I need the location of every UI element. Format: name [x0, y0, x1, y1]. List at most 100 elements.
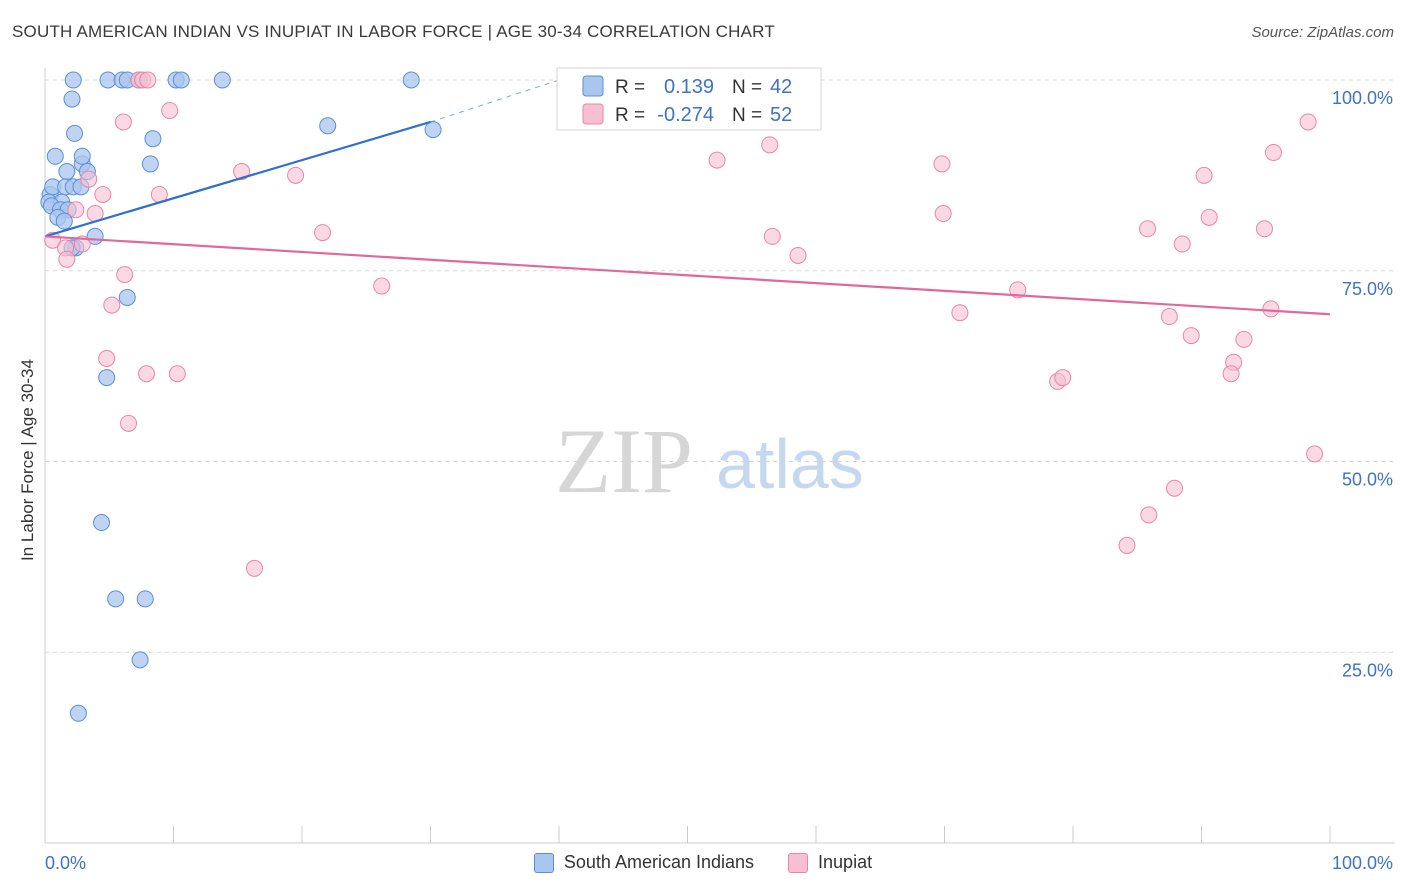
data-point-pink — [1182, 327, 1200, 345]
series-legend: South American Indians Inupiat — [0, 852, 1406, 873]
data-point-pink — [933, 155, 951, 173]
data-point-pink — [373, 277, 391, 295]
data-point-blue — [402, 71, 420, 89]
data-point-pink — [233, 163, 251, 181]
data-point-blue — [64, 71, 82, 89]
data-point-blue — [213, 71, 231, 89]
data-point-blue — [69, 704, 87, 722]
data-point-blue — [136, 590, 154, 608]
data-point-pink — [1264, 143, 1282, 161]
legend-n-label: N = — [732, 77, 762, 98]
x-tick-label-min: 0.0% — [45, 853, 86, 873]
y-tick-label: 100.0% — [1332, 88, 1393, 108]
data-point-blue — [99, 71, 117, 89]
data-point-pink — [73, 235, 91, 253]
data-point-pink — [245, 559, 263, 577]
data-point-blue — [66, 124, 84, 142]
data-point-blue — [107, 590, 125, 608]
trend-line-blue-extension — [430, 79, 560, 123]
data-point-pink — [94, 185, 112, 203]
legend-label: South American Indians — [563, 852, 755, 872]
watermark-zip: ZIP — [555, 410, 693, 512]
data-point-blue — [172, 71, 190, 89]
data-point-blue — [58, 163, 76, 181]
data-point-pink — [789, 246, 807, 264]
legend-n-label: N = — [732, 105, 762, 126]
legend-n-value: 52 — [770, 104, 792, 126]
data-point-pink — [114, 113, 132, 131]
data-point-pink — [1255, 220, 1273, 238]
legend-swatch-blue — [533, 852, 554, 873]
data-point-pink — [708, 151, 726, 169]
legend-swatch — [582, 103, 604, 125]
data-point-pink — [161, 102, 179, 120]
data-point-pink — [1299, 113, 1317, 131]
data-point-blue — [46, 147, 64, 165]
y-tick-label: 25.0% — [1342, 660, 1393, 680]
y-tick-label: 50.0% — [1342, 470, 1393, 490]
data-point-blue — [144, 130, 162, 148]
legend-swatch — [582, 75, 604, 97]
chart-title: SOUTH AMERICAN INDIAN VS INUPIAT IN LABO… — [12, 22, 775, 41]
data-point-pink — [139, 71, 157, 89]
y-axis-label: In Labor Force | Age 30-34 — [18, 359, 37, 561]
data-point-blue — [55, 212, 73, 230]
data-point-blue — [319, 117, 337, 135]
y-tick-label: 75.0% — [1342, 279, 1393, 299]
legend-n-value: 42 — [770, 76, 792, 98]
data-point-pink — [761, 136, 779, 154]
data-point-pink — [1222, 365, 1240, 383]
legend-r-value: -0.274 — [657, 104, 714, 126]
data-point-blue — [118, 288, 136, 306]
watermark: ZIP atlas — [555, 410, 864, 512]
tick-labels: 25.0% 50.0% 75.0% 100.0% 0.0% 100.0% — [45, 88, 1393, 873]
data-point-pink — [1195, 166, 1213, 184]
data-point-pink — [934, 205, 952, 223]
data-point-pink — [1160, 308, 1178, 326]
series-inupiat — [44, 71, 1324, 577]
legend-label: Inupiat — [818, 852, 873, 872]
data-point-pink — [1235, 330, 1253, 348]
data-point-pink — [1262, 300, 1280, 318]
source-label: Source: ZipAtlas.com — [1251, 24, 1394, 41]
legend-r-label: R = — [615, 77, 645, 98]
data-point-pink — [314, 224, 332, 242]
data-point-pink — [1173, 235, 1191, 253]
data-point-pink — [951, 304, 969, 322]
legend-r-label: R = — [615, 105, 645, 126]
data-point-blue — [63, 90, 81, 108]
data-point-blue — [98, 369, 116, 387]
legend-swatch-pink — [788, 852, 809, 873]
legend-item-south-american-indians[interactable]: South American Indians — [533, 852, 755, 873]
data-point-pink — [1306, 445, 1324, 463]
data-point-pink — [1166, 479, 1184, 497]
data-point-pink — [58, 250, 76, 268]
data-point-pink — [168, 365, 186, 383]
data-point-pink — [1200, 208, 1218, 226]
x-tick-label-max: 100.0% — [1332, 853, 1393, 873]
data-point-pink — [287, 166, 305, 184]
legend-item-inupiat[interactable]: Inupiat — [788, 852, 872, 873]
data-point-blue — [131, 651, 149, 669]
data-point-blue — [93, 514, 111, 532]
data-point-pink — [1139, 220, 1157, 238]
data-point-pink — [67, 201, 85, 219]
trend-line-blue — [44, 120, 431, 238]
data-point-blue — [141, 155, 159, 173]
data-point-pink — [120, 414, 138, 432]
trend-lines — [44, 79, 1331, 316]
data-point-pink — [98, 349, 116, 367]
data-point-pink — [1140, 506, 1158, 524]
data-point-pink — [1118, 536, 1136, 554]
data-point-blue — [73, 147, 91, 165]
correlation-legend: R = 0.139 N = 42 R = -0.274 N = 52 — [556, 67, 822, 131]
legend-r-value: 0.139 — [664, 76, 714, 98]
data-point-pink — [116, 266, 134, 284]
data-point-pink — [103, 296, 121, 314]
data-point-pink — [1009, 281, 1027, 299]
data-point-pink — [763, 227, 781, 245]
data-point-pink — [1054, 369, 1072, 387]
data-point-pink — [80, 170, 98, 188]
data-point-pink — [138, 365, 156, 383]
